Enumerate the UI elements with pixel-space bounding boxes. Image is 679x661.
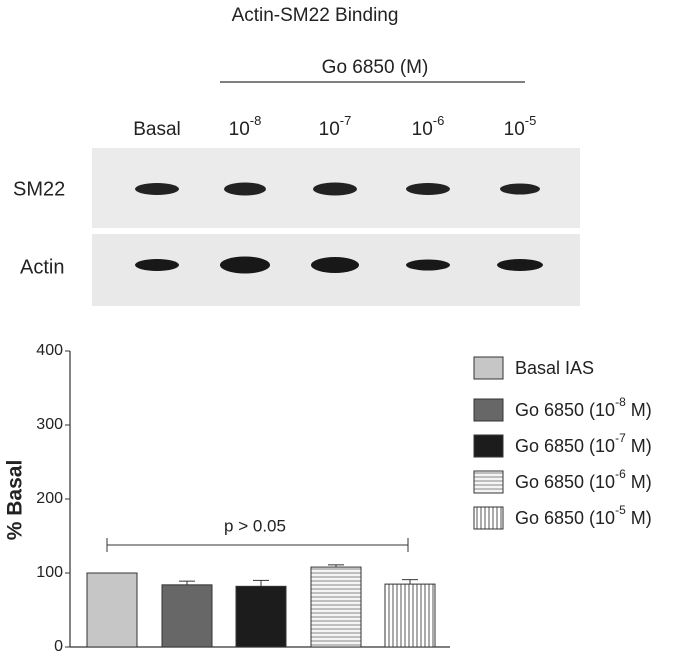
- blot: Basal 10-8 10-7 10-6 10-5: [133, 113, 543, 274]
- y-tick-label: 300: [36, 416, 63, 433]
- legend-swatch: [473, 398, 504, 422]
- y-tick-label: 0: [54, 638, 63, 655]
- legend-swatch: [473, 434, 504, 458]
- bar: [161, 584, 213, 648]
- lane-label-base: 10: [319, 119, 340, 140]
- legend-exp: -8: [615, 395, 626, 409]
- lane-label-exp: -8: [250, 113, 262, 128]
- bar: [235, 585, 287, 648]
- lane-label-base: 10: [412, 119, 433, 140]
- lane-label-exp: -5: [525, 113, 537, 128]
- legend-text: M): [626, 436, 652, 456]
- legend-exp: -6: [615, 467, 626, 481]
- legend-exp: -7: [615, 431, 626, 445]
- bar: [310, 566, 362, 648]
- legend-text: Basal IAS: [515, 358, 594, 378]
- band: [500, 183, 540, 195]
- band: [406, 259, 450, 271]
- lane-label-exp: -6: [433, 113, 445, 128]
- lane-label: Basal: [133, 119, 181, 140]
- legend-text: Go 6850 (10: [515, 508, 615, 528]
- legend-swatch: [473, 356, 504, 380]
- band: [406, 183, 450, 195]
- legend-exp: -5: [615, 503, 626, 517]
- legend-text: M): [626, 508, 652, 528]
- legend-label: Go 6850 (10-7 M): [515, 431, 652, 456]
- legend-text: M): [626, 472, 652, 492]
- lane-label: 10-7: [319, 113, 352, 140]
- y-tick-label: 400: [36, 342, 63, 359]
- lane-label: 10-5: [504, 113, 537, 140]
- legend-text: Go 6850 (10: [515, 400, 615, 420]
- y-tick-label: 200: [36, 490, 63, 507]
- bar: [86, 572, 138, 648]
- bar: [384, 583, 436, 648]
- band: [311, 257, 359, 273]
- band: [224, 182, 266, 196]
- legend-text: Go 6850 (10: [515, 436, 615, 456]
- lane-label-base: 10: [229, 119, 250, 140]
- lane-label-base: Basal: [133, 119, 181, 140]
- row-label: SM22: [13, 178, 65, 200]
- lane-label-base: 10: [504, 119, 525, 140]
- legend-text: M): [626, 400, 652, 420]
- lane-label: 10-6: [412, 113, 445, 140]
- chart: 0 100 200 300 400 % Basal p > 0.05 Basal IAS Go …: [4, 342, 652, 655]
- y-tick-label: 100: [36, 564, 63, 581]
- legend-swatch: [473, 470, 504, 494]
- legend-label: Go 6850 (10-8 M): [515, 395, 652, 420]
- row-label: Actin: [20, 256, 64, 278]
- legend-text: Go 6850 (10: [515, 472, 615, 492]
- treatment-label: Go 6850 (M): [322, 57, 429, 78]
- band: [220, 256, 270, 274]
- band: [497, 259, 543, 271]
- legend-swatch: [473, 506, 504, 530]
- lane-label-exp: -7: [340, 113, 352, 128]
- band: [313, 182, 357, 196]
- legend-label: Go 6850 (10-5 M): [515, 503, 652, 528]
- y-axis-label: % Basal: [4, 460, 27, 541]
- legend-label: Go 6850 (10-6 M): [515, 467, 652, 492]
- band: [135, 183, 179, 195]
- legend-label: Basal IAS: [515, 358, 594, 378]
- band: [135, 259, 179, 271]
- blot-title: Actin-SM22 Binding: [232, 5, 399, 26]
- lane-label: 10-8: [229, 113, 262, 140]
- annotation: p > 0.05: [224, 516, 286, 535]
